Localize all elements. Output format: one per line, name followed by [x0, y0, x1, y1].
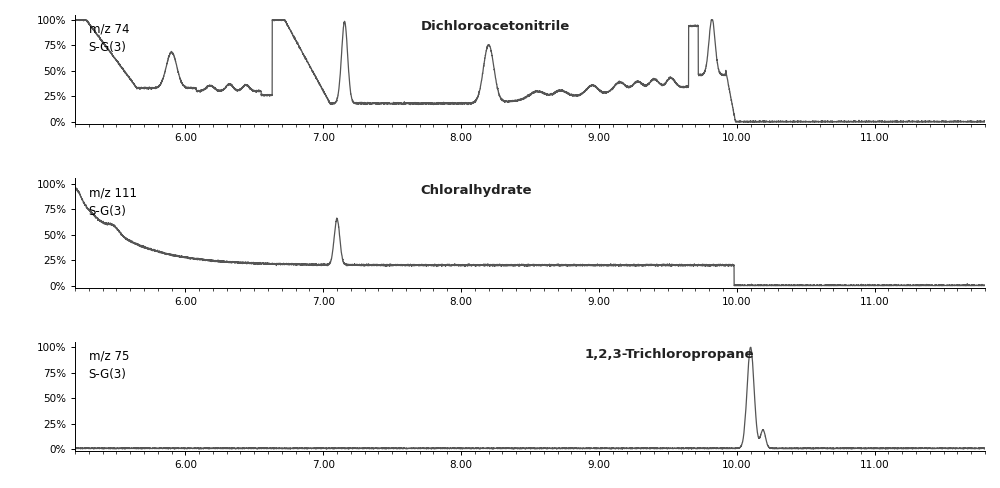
- Text: S-G(3): S-G(3): [89, 41, 127, 54]
- Text: m/z 75: m/z 75: [89, 350, 129, 363]
- Text: Chloralhydrate: Chloralhydrate: [421, 184, 532, 197]
- Text: Dichloroacetonitrile: Dichloroacetonitrile: [421, 20, 570, 33]
- Text: S-G(3): S-G(3): [89, 204, 127, 218]
- Text: 1,2,3-Trichloropropane: 1,2,3-Trichloropropane: [585, 347, 754, 361]
- Text: m/z 74: m/z 74: [89, 22, 129, 35]
- Text: m/z 111: m/z 111: [89, 186, 137, 199]
- Text: S-G(3): S-G(3): [89, 368, 127, 382]
